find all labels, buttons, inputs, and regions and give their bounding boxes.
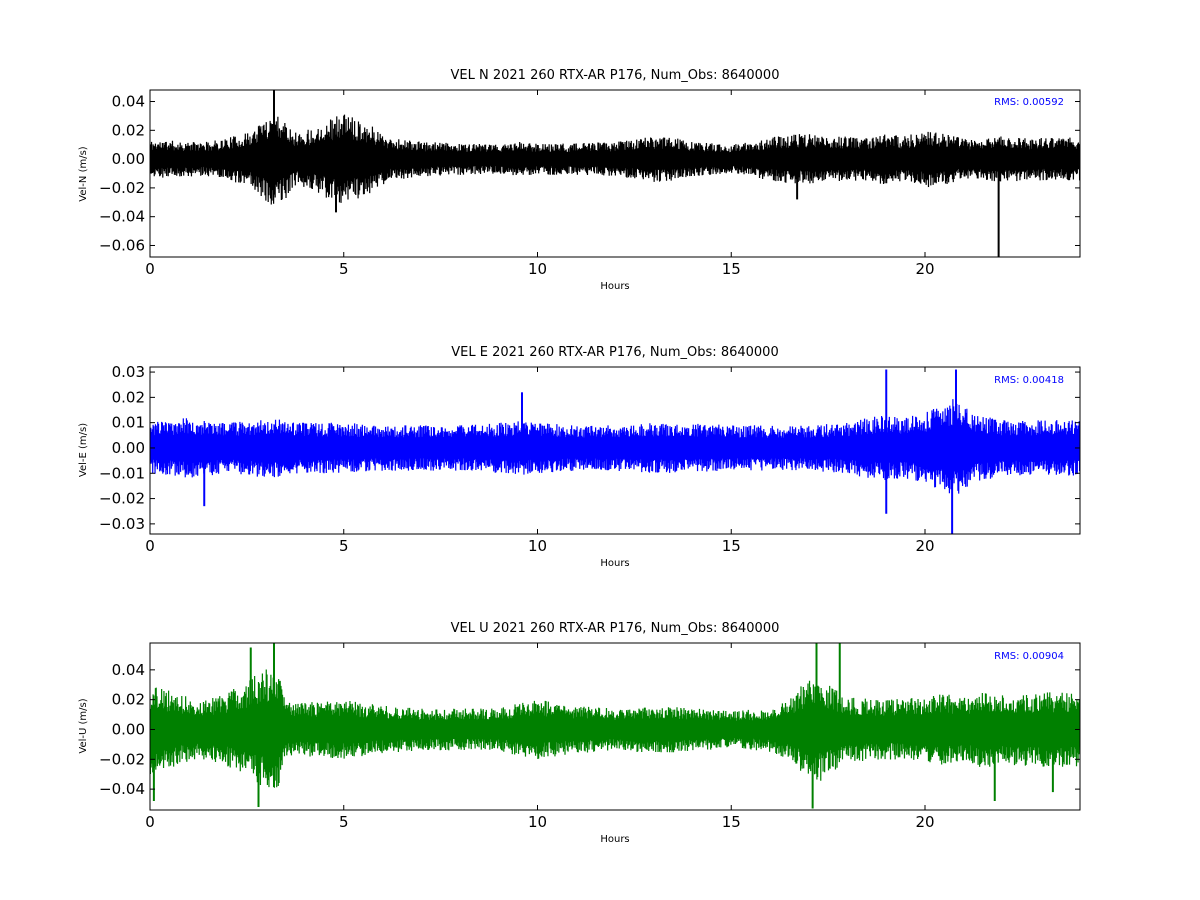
- y-tick-label: −0.02: [99, 179, 145, 197]
- panel-vel-n-ylabel: Vel-N (m/s): [78, 146, 89, 201]
- panel-vel-u-ylabel: Vel-U (m/s): [78, 698, 89, 753]
- y-tick-label: 0.02: [112, 691, 145, 709]
- x-tick-label: 15: [722, 537, 741, 555]
- panel-vel-n-xlabel: Hours: [600, 281, 629, 292]
- panel-vel-e-rms-annotation: RMS: 0.00418: [994, 375, 1064, 386]
- panel-vel-e-trace: [150, 397, 1080, 494]
- y-tick-label: −0.04: [99, 208, 145, 226]
- panel-vel-e-ylabel: Vel-E (m/s): [78, 423, 89, 477]
- y-tick-label: 0.01: [112, 414, 145, 432]
- panel-vel-u-series: [150, 643, 1080, 809]
- x-tick-label: 0: [145, 260, 155, 278]
- y-tick-label: 0.04: [112, 661, 145, 679]
- y-tick-label: −0.03: [99, 515, 145, 533]
- panel-vel-u-xlabel: Hours: [600, 834, 629, 845]
- y-tick-label: −0.02: [99, 750, 145, 768]
- panel-vel-e-y-ticks: 0.03 0.02 0.01 0.00 −0.01 −0.02 −0.03: [99, 363, 1080, 533]
- y-tick-label: 0.04: [112, 93, 145, 111]
- panel-vel-n-trace: [150, 114, 1080, 205]
- panel-vel-u-trace: [150, 669, 1080, 788]
- x-tick-label: 20: [915, 537, 934, 555]
- panel-vel-e-series: [150, 369, 1080, 534]
- y-tick-label: 0.00: [112, 439, 145, 457]
- panel-vel-e-x-ticks: 0 5 10 15 20: [145, 367, 935, 555]
- x-tick-label: 5: [339, 813, 349, 831]
- x-tick-label: 20: [915, 260, 934, 278]
- panel-vel-u-rms-annotation: RMS: 0.00904: [994, 651, 1064, 662]
- panel-vel-u-plot-area: [149, 642, 1081, 811]
- x-tick-label: 20: [915, 813, 934, 831]
- panel-vel-u-title: VEL U 2021 260 RTX-AR P176, Num_Obs: 864…: [451, 621, 780, 636]
- panel-vel-n-series: [150, 90, 1080, 257]
- x-tick-label: 10: [528, 260, 547, 278]
- y-tick-label: −0.02: [99, 490, 145, 508]
- x-tick-label: 10: [528, 813, 547, 831]
- x-tick-label: 5: [339, 537, 349, 555]
- x-tick-label: 5: [339, 260, 349, 278]
- panel-vel-n-y-ticks: 0.04 0.02 0.00 −0.02 −0.04 −0.06: [99, 93, 1080, 254]
- panel-vel-e-xlabel: Hours: [600, 558, 629, 569]
- y-tick-label: 0.02: [112, 121, 145, 139]
- panel-vel-u-x-ticks: 0 5 10 15 20: [145, 643, 935, 831]
- y-tick-label: 0.00: [112, 150, 145, 168]
- panel-vel-e-plot-area: [149, 366, 1081, 535]
- panel-vel-u: VEL U 2021 260 RTX-AR P176, Num_Obs: 864…: [78, 621, 1081, 845]
- panel-vel-n-rms-annotation: RMS: 0.00592: [994, 97, 1064, 108]
- x-tick-label: 15: [722, 813, 741, 831]
- x-tick-label: 15: [722, 260, 741, 278]
- panel-vel-e: VEL E 2021 260 RTX-AR P176, Num_Obs: 864…: [78, 345, 1081, 569]
- panel-vel-u-y-ticks: 0.04 0.02 0.00 −0.02 −0.04: [99, 661, 1080, 798]
- panel-vel-e-title: VEL E 2021 260 RTX-AR P176, Num_Obs: 864…: [451, 345, 778, 360]
- y-tick-label: −0.04: [99, 780, 145, 798]
- x-tick-label: 0: [145, 813, 155, 831]
- panel-vel-n-plot-area: [149, 89, 1081, 258]
- x-tick-label: 10: [528, 537, 547, 555]
- x-tick-label: 0: [145, 537, 155, 555]
- y-tick-label: 0.00: [112, 720, 145, 738]
- y-tick-label: −0.01: [99, 464, 145, 482]
- y-tick-label: 0.03: [112, 363, 145, 381]
- y-tick-label: 0.02: [112, 388, 145, 406]
- panel-vel-n-title: VEL N 2021 260 RTX-AR P176, Num_Obs: 864…: [451, 68, 780, 83]
- y-tick-label: −0.06: [99, 236, 145, 254]
- panel-vel-n-x-ticks: 0 5 10 15 20: [145, 90, 935, 278]
- panel-vel-n: VEL N 2021 260 RTX-AR P176, Num_Obs: 864…: [78, 68, 1081, 292]
